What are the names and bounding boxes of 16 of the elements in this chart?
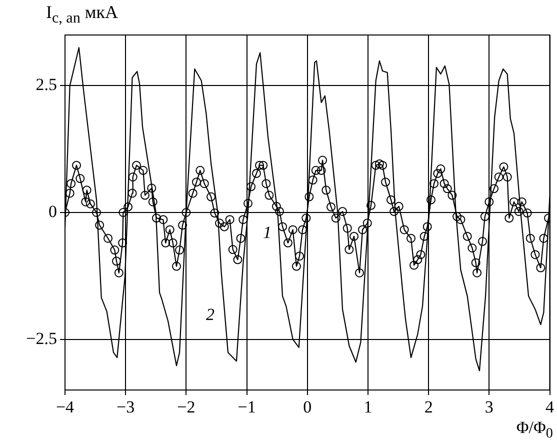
annotation: 2: [206, 305, 214, 324]
x-tick-label: 0: [303, 398, 312, 417]
x-tick-label: 4: [546, 398, 554, 417]
x-tick-label: −2: [177, 398, 196, 417]
annotation: 1: [263, 223, 272, 242]
x-tick-label: −4: [56, 398, 75, 417]
x-axis-title: Φ/Φ$_{0}$: [516, 418, 553, 442]
x-tick-label: −1: [238, 398, 256, 417]
y-tick-label: 2.5: [36, 75, 57, 94]
x-tick-label: 2: [424, 398, 433, 417]
x-tick-label: 3: [484, 398, 494, 417]
y-tick-label: 0: [48, 202, 57, 221]
y-axis-title: I$_{c, an}$ мкА: [46, 2, 118, 28]
y-tick-label: −2.5: [26, 328, 57, 348]
x-tick-label: 1: [364, 398, 372, 417]
x-tick-label: −3: [116, 398, 135, 417]
